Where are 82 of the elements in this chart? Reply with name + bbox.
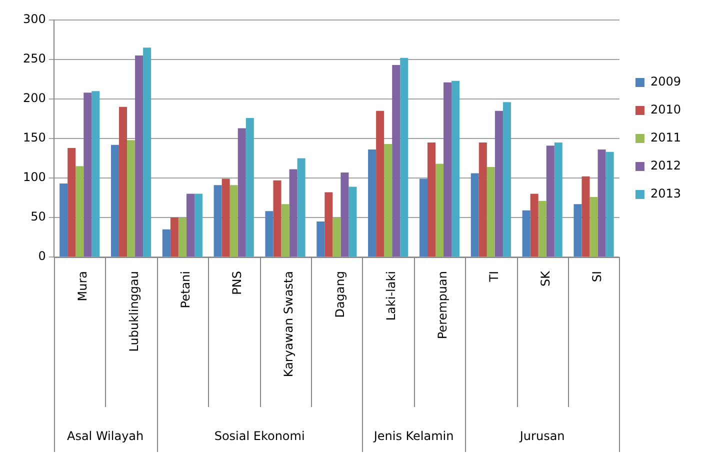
y-tick-label: 0 [38,249,46,264]
bar [590,196,598,256]
bar [246,118,254,256]
x-tick-label: PNS [230,271,244,295]
bar [574,204,582,256]
bar [582,176,590,256]
x-tick-label: Lubuklinggau [127,271,142,352]
text: Sosial Ekonomi [214,429,305,444]
bar [178,218,186,256]
bar [214,185,222,256]
bar [419,178,428,256]
bar [384,144,392,256]
bar [316,221,325,256]
bar [265,211,274,256]
x-tick-label: SK [538,270,552,286]
bar [60,184,68,256]
bar [427,142,436,256]
y-tick-label: 150 [23,130,46,145]
bar [127,140,136,256]
legend-label: 2013 [650,186,682,201]
bar [522,210,530,256]
legend-label: 2012 [650,158,682,173]
bar [392,65,400,256]
text: Asal Wilayah [66,429,144,444]
bar [502,102,511,256]
bar [470,173,479,256]
bar [598,150,606,256]
bar [348,186,357,256]
y-tick-label: 300 [23,12,46,26]
legend-label: 2011 [650,130,682,145]
text: Jurusan [518,429,565,444]
text: Jenis Kelamin [372,429,454,444]
bar [538,200,546,256]
bar [452,80,460,256]
bar [238,128,246,256]
bar [222,178,230,256]
legend-label: 2010 [650,102,682,117]
bar [376,110,384,256]
x-tick-label: Mura [76,271,90,302]
y-tick-label: 200 [23,91,46,106]
x-tick-label: TI [487,271,502,283]
bar [478,142,487,256]
bar [135,56,144,256]
bar [230,185,238,256]
bar [554,142,562,256]
bar [368,150,376,256]
bar [170,218,178,256]
bar [92,91,100,256]
bar [332,218,341,256]
y-tick-label: 100 [23,170,46,184]
bar [186,194,194,256]
bar [436,164,444,256]
bar [297,158,306,256]
bar [289,169,298,256]
bar [400,58,408,256]
bar [68,148,76,256]
x-tick-label: SI [590,271,604,282]
x-tick-label: Laki-laki [384,271,398,321]
x-tick-label: Dagang [332,271,347,318]
y-tick-label: 50 [30,210,46,224]
bar [486,166,495,256]
bar [110,144,119,256]
y-tick-label: 250 [23,52,46,66]
bar [546,146,554,256]
bar [273,180,282,256]
bar [324,192,333,256]
bar [194,194,202,256]
bar [340,172,349,256]
bar [530,194,538,256]
bar [162,229,170,256]
bar [281,204,290,256]
bar [118,106,128,256]
bar [84,92,92,256]
bar [444,82,452,256]
bar [143,48,152,256]
bar [76,166,84,256]
bar [494,110,503,256]
x-tick-label: Karyawan Swasta [281,271,296,378]
legend-label: 2009 [650,74,682,89]
x-tick-label: Petani [178,271,193,308]
x-tick-label: Perempuan [436,271,450,340]
bar [606,152,614,256]
